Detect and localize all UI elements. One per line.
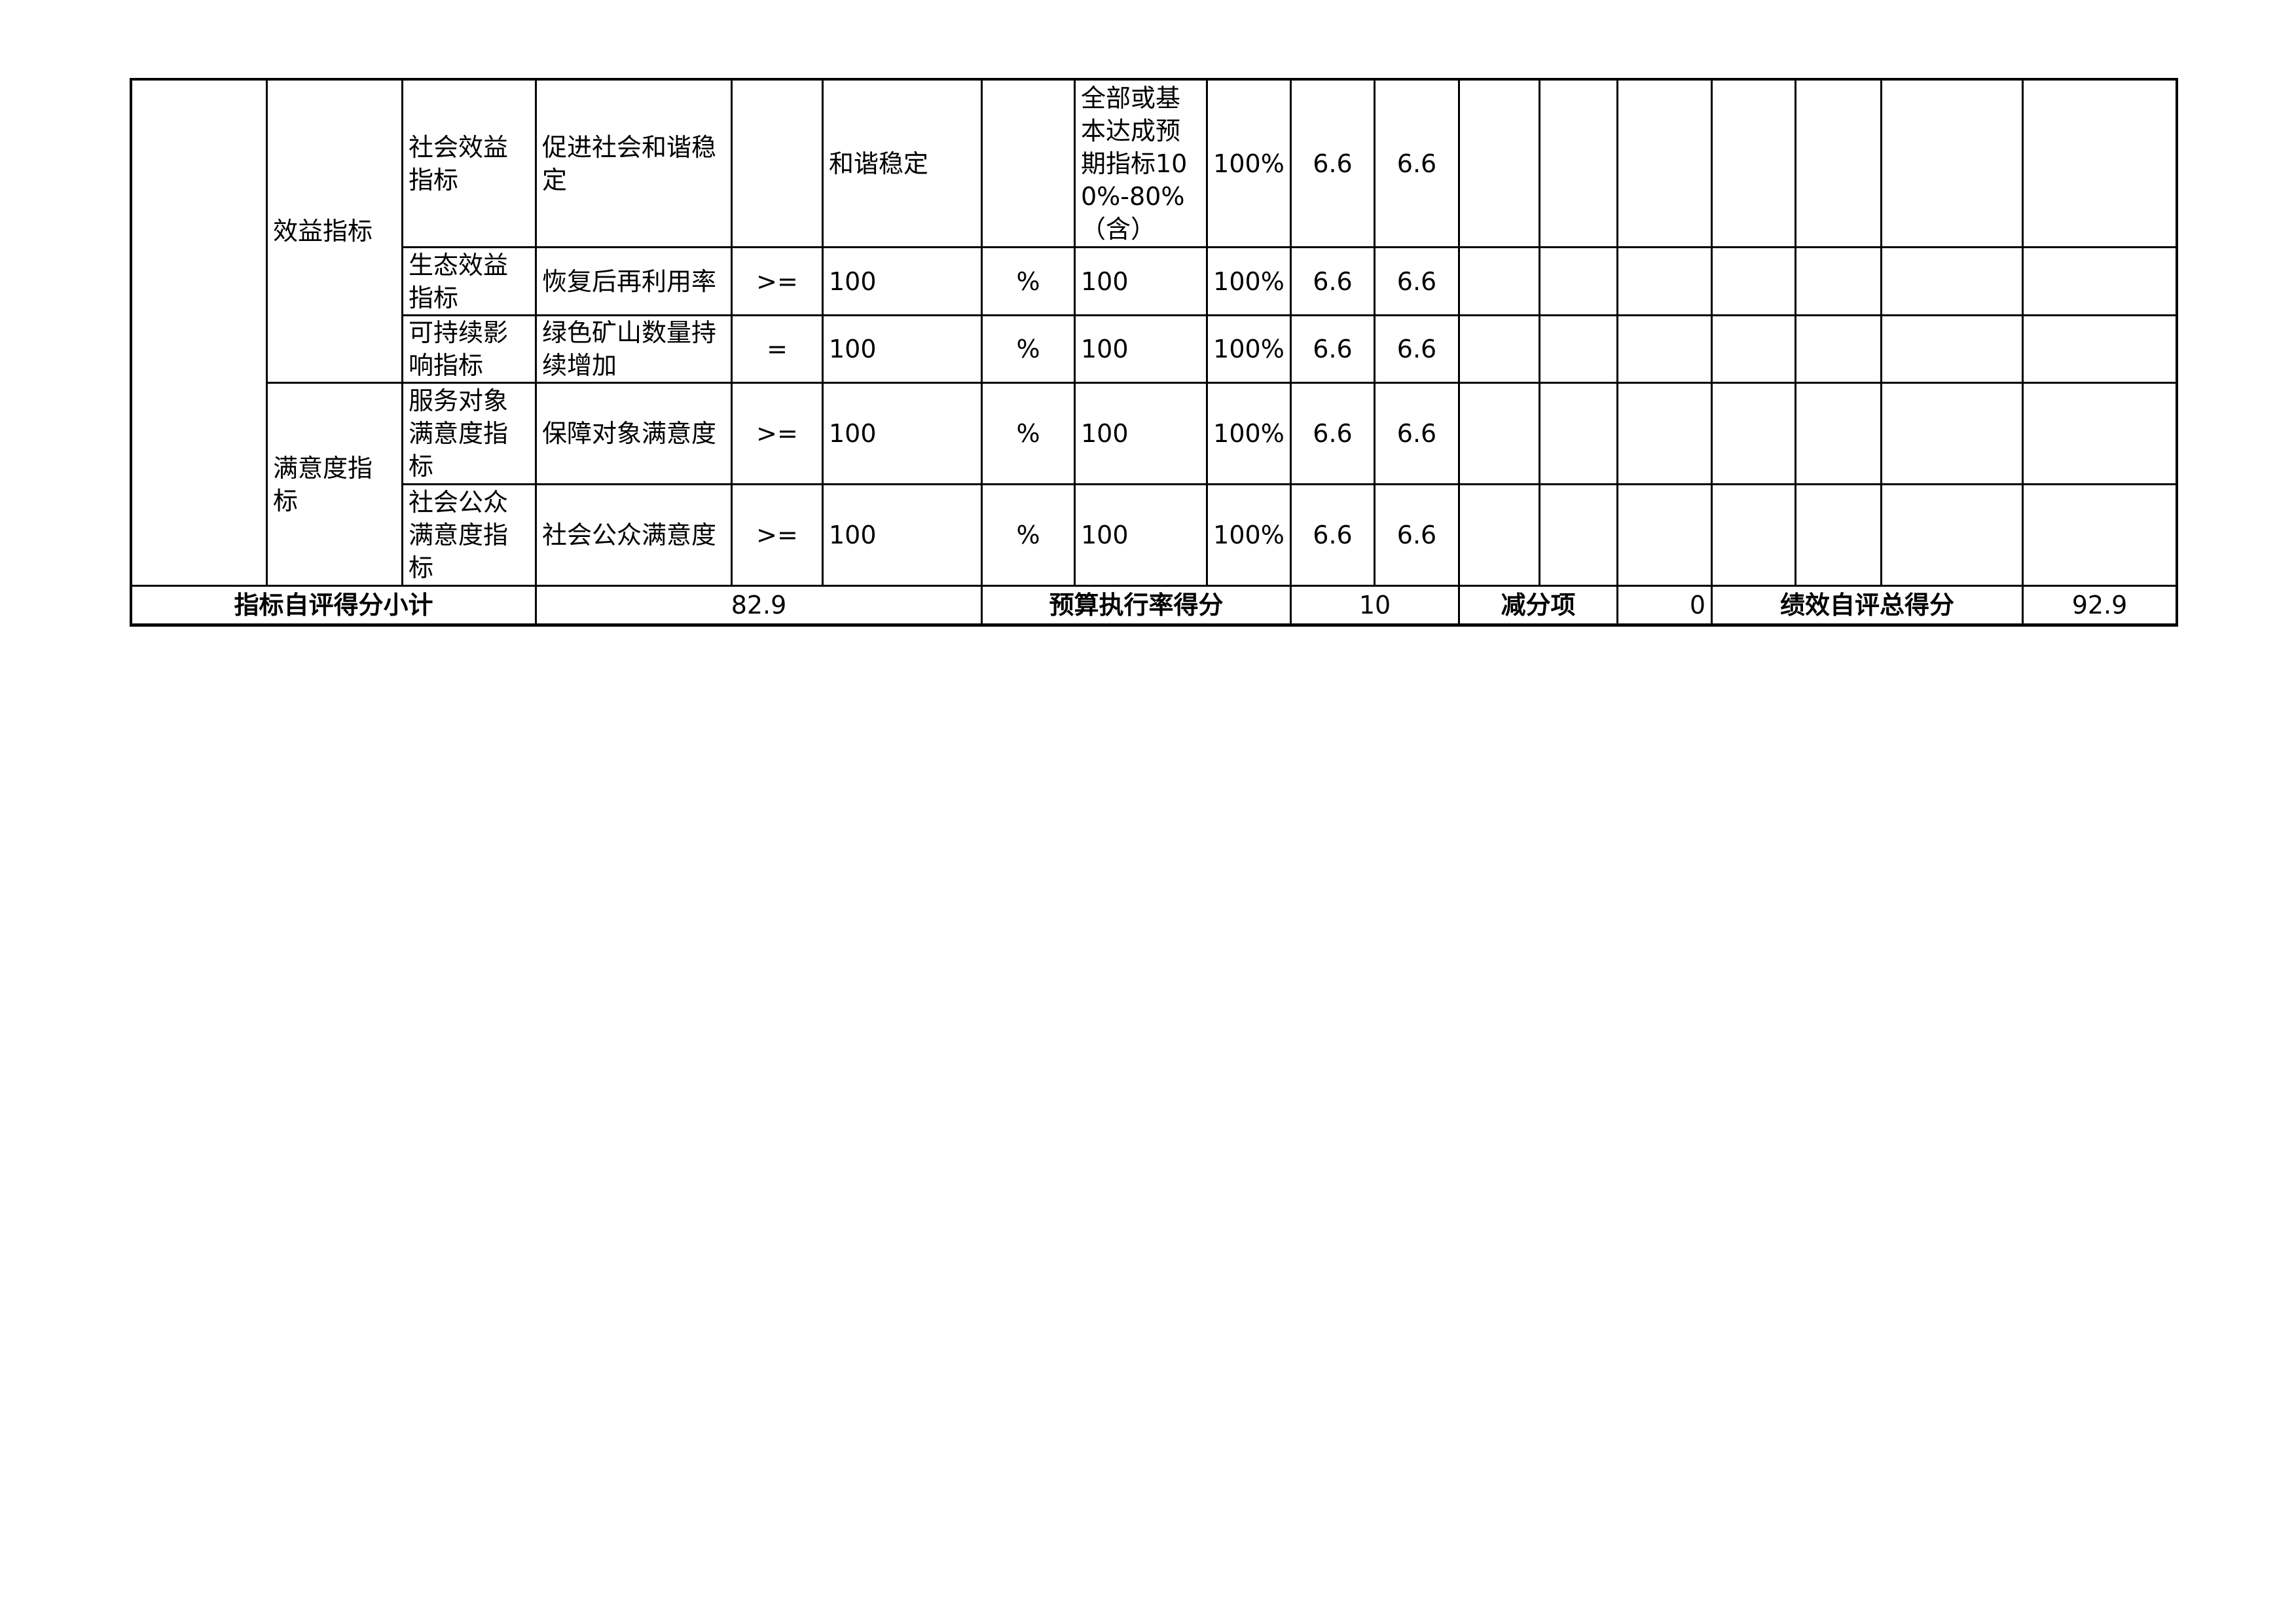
unit-cell: %	[983, 485, 1076, 587]
empty-cell	[1882, 485, 2024, 587]
group-label: 满意度指标	[268, 384, 403, 587]
empty-cell	[2024, 81, 2178, 248]
weight-cell: 6.6	[1292, 316, 1376, 384]
weight-cell: 6.6	[1292, 248, 1376, 316]
empty-cell	[1882, 81, 2024, 248]
blank-category-cell	[132, 81, 268, 587]
weight-cell: 6.6	[1292, 485, 1376, 587]
indicator-name-cell: 恢复后再利用率	[537, 248, 733, 316]
operator-cell: >=	[733, 384, 824, 485]
target-value-cell: 100	[824, 316, 983, 384]
score-cell: 6.6	[1376, 384, 1460, 485]
operator-cell: >=	[733, 485, 824, 587]
target-value-cell: 和谐稳定	[824, 81, 983, 248]
total-score-value: 92.9	[2024, 587, 2178, 627]
score-cell: 6.6	[1376, 485, 1460, 587]
empty-cell	[1796, 485, 1882, 587]
empty-cell	[1618, 485, 1713, 587]
budget-score-label: 预算执行率得分	[983, 587, 1292, 627]
completion-rate-cell: 100%	[1208, 81, 1292, 248]
completion-rate-cell: 100%	[1208, 316, 1292, 384]
target-value-cell: 100	[824, 384, 983, 485]
empty-cell	[1713, 485, 1796, 587]
empty-cell	[1713, 384, 1796, 485]
empty-cell	[1460, 384, 1540, 485]
score-cell: 6.6	[1376, 81, 1460, 248]
empty-cell	[1540, 485, 1618, 587]
empty-cell	[1882, 384, 2024, 485]
empty-cell	[2024, 316, 2178, 384]
unit-cell: %	[983, 316, 1076, 384]
completion-rate-cell: 100%	[1208, 485, 1292, 587]
unit-cell: %	[983, 248, 1076, 316]
empty-cell	[1540, 248, 1618, 316]
empty-cell	[1882, 248, 2024, 316]
empty-cell	[2024, 384, 2178, 485]
empty-cell	[1713, 248, 1796, 316]
unit-cell: %	[983, 384, 1076, 485]
score-cell: 6.6	[1376, 248, 1460, 316]
weight-cell: 6.6	[1292, 81, 1376, 248]
empty-cell	[1618, 384, 1713, 485]
empty-cell	[1460, 81, 1540, 248]
target-value-cell: 100	[824, 248, 983, 316]
indicator-name-cell: 绿色矿山数量持续增加	[537, 316, 733, 384]
empty-cell	[1618, 316, 1713, 384]
budget-score-value: 10	[1292, 587, 1460, 627]
empty-cell	[2024, 248, 2178, 316]
completion-rate-cell: 100%	[1208, 384, 1292, 485]
empty-cell	[1882, 316, 2024, 384]
total-score-label: 绩效自评总得分	[1713, 587, 2024, 627]
score-cell: 6.6	[1376, 316, 1460, 384]
empty-cell	[1460, 485, 1540, 587]
level3-indicator-cell: 社会效益指标	[403, 81, 537, 248]
performance-table: 效益指标 满意度指标 社会效益指标 促进社会和谐稳定 和谐稳定 全部或基本达成预期指标10…	[130, 78, 2178, 627]
empty-cell	[1713, 81, 1796, 248]
empty-cell	[1796, 384, 1882, 485]
indicator-name-cell: 促进社会和谐稳定	[537, 81, 733, 248]
empty-cell	[1460, 316, 1540, 384]
operator-cell: =	[733, 316, 824, 384]
empty-cell	[2024, 485, 2178, 587]
deduction-label: 减分项	[1460, 587, 1618, 627]
empty-cell	[1460, 248, 1540, 316]
level3-indicator-cell: 社会公众满意度指标	[403, 485, 537, 587]
actual-value-cell: 100	[1076, 485, 1208, 587]
weight-cell: 6.6	[1292, 384, 1376, 485]
empty-cell	[1713, 316, 1796, 384]
indicator-name-cell: 社会公众满意度	[537, 485, 733, 587]
empty-cell	[1796, 248, 1882, 316]
level3-indicator-cell: 可持续影响指标	[403, 316, 537, 384]
level3-indicator-cell: 服务对象满意度指标	[403, 384, 537, 485]
actual-value-cell: 100	[1076, 248, 1208, 316]
empty-cell	[1540, 316, 1618, 384]
completion-rate-cell: 100%	[1208, 248, 1292, 316]
deduction-value: 0	[1618, 587, 1713, 627]
subtotal-label: 指标自评得分小计	[132, 587, 537, 627]
operator-cell: >=	[733, 248, 824, 316]
operator-cell	[733, 81, 824, 248]
actual-value-cell: 100	[1076, 384, 1208, 485]
unit-cell	[983, 81, 1076, 248]
target-value-cell: 100	[824, 485, 983, 587]
subtotal-value: 82.9	[537, 587, 983, 627]
empty-cell	[1540, 384, 1618, 485]
empty-cell	[1796, 316, 1882, 384]
actual-value-cell: 全部或基本达成预期指标100%-80%（含）	[1076, 81, 1208, 248]
empty-cell	[1796, 81, 1882, 248]
actual-value-cell: 100	[1076, 316, 1208, 384]
empty-cell	[1540, 81, 1618, 248]
level3-indicator-cell: 生态效益指标	[403, 248, 537, 316]
empty-cell	[1618, 81, 1713, 248]
empty-cell	[1618, 248, 1713, 316]
group-label: 效益指标	[268, 81, 403, 384]
indicator-name-cell: 保障对象满意度	[537, 384, 733, 485]
